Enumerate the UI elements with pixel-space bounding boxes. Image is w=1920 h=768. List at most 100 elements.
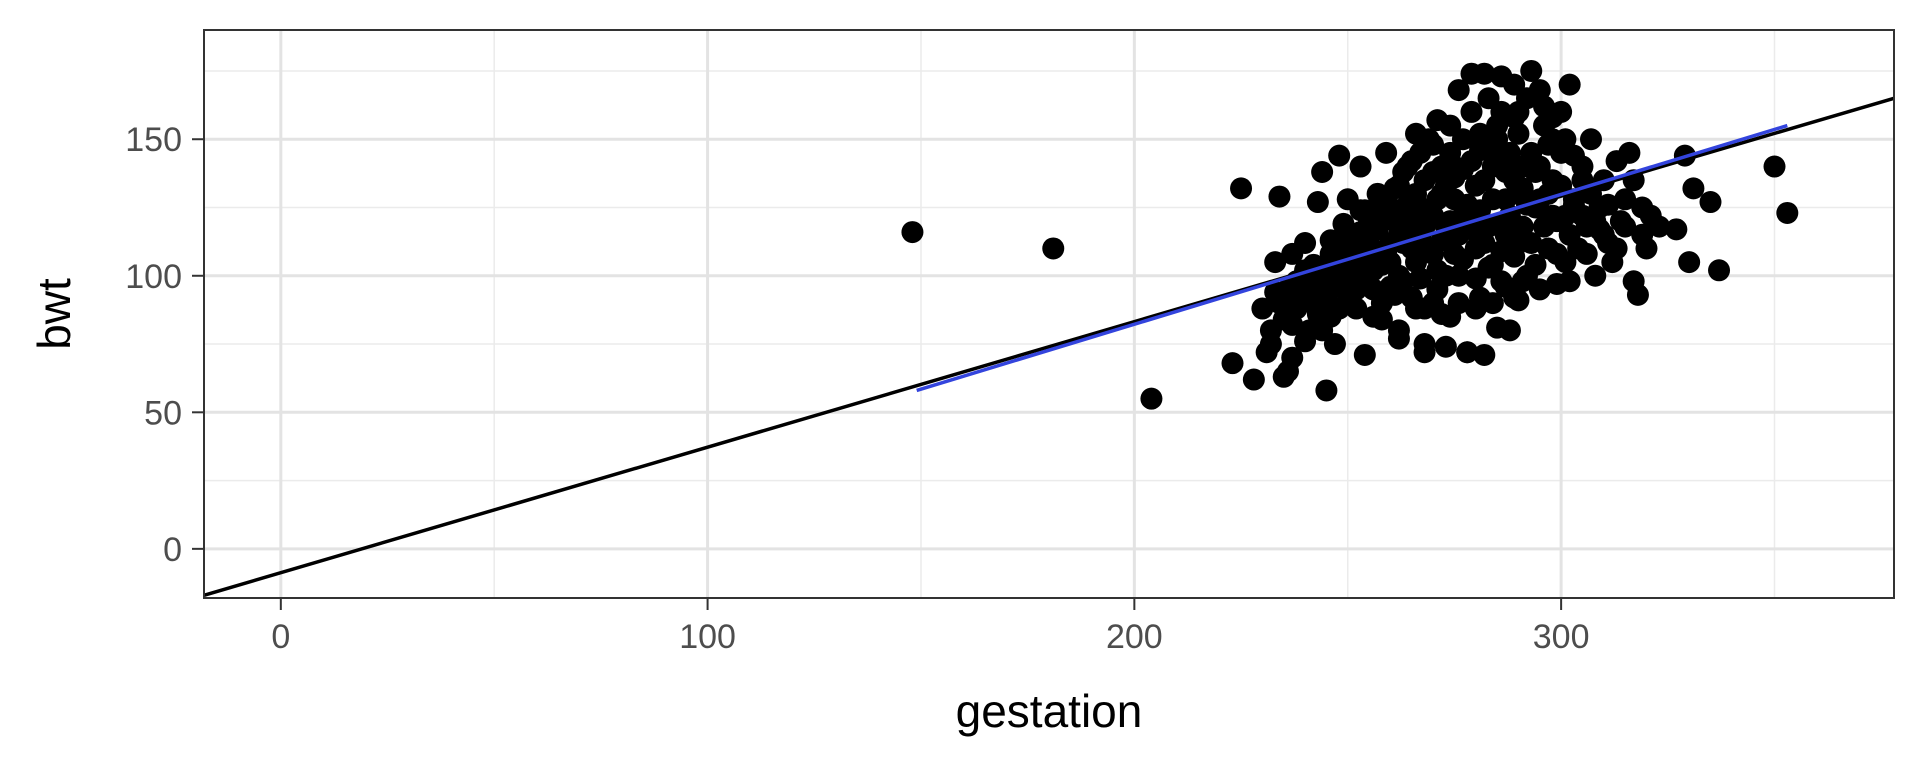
data-point xyxy=(1511,215,1534,238)
data-point xyxy=(1605,237,1628,260)
data-point xyxy=(1341,226,1364,249)
data-point xyxy=(1490,65,1513,88)
data-point xyxy=(1311,319,1334,342)
data-point xyxy=(1434,335,1457,358)
data-point xyxy=(1550,141,1573,164)
fitted-line xyxy=(916,123,1788,393)
data-point xyxy=(1665,218,1688,241)
x-tick-label: 300 xyxy=(1533,618,1590,656)
data-point xyxy=(1631,223,1654,246)
data-point xyxy=(1528,79,1551,102)
data-point xyxy=(901,221,924,244)
data-point xyxy=(1481,292,1504,315)
data-point xyxy=(1272,308,1295,331)
plot-panel xyxy=(204,30,1894,598)
data-point xyxy=(1328,144,1351,167)
data-point xyxy=(1776,201,1799,224)
data-point xyxy=(1379,275,1402,298)
data-point xyxy=(1413,341,1436,364)
data-point xyxy=(1503,106,1526,129)
data-point xyxy=(1456,341,1479,364)
data-point xyxy=(1511,270,1534,293)
data-point xyxy=(1306,191,1329,214)
data-point xyxy=(1545,242,1568,265)
x-axis-title: gestation xyxy=(956,685,1143,737)
y-tick-label: 150 xyxy=(125,121,182,159)
data-point xyxy=(1486,316,1509,339)
y-tick-label: 0 xyxy=(163,531,182,569)
data-point xyxy=(1281,346,1304,369)
data-point xyxy=(1708,259,1731,282)
data-point xyxy=(1409,267,1432,290)
data-point xyxy=(1558,73,1581,96)
data-point xyxy=(1447,79,1470,102)
data-point xyxy=(1648,215,1671,238)
data-point xyxy=(1481,188,1504,211)
data-point xyxy=(1528,155,1551,178)
data-point xyxy=(1614,188,1637,211)
data-point xyxy=(1315,379,1338,402)
data-point xyxy=(1255,341,1278,364)
data-point xyxy=(1405,122,1428,145)
data-point xyxy=(1524,253,1547,276)
data-point xyxy=(1575,242,1598,265)
data-point xyxy=(1353,343,1376,366)
data-point xyxy=(1434,264,1457,287)
data-point xyxy=(1042,237,1065,260)
data-point xyxy=(1626,283,1649,306)
data-point xyxy=(1699,191,1722,214)
data-point xyxy=(1417,207,1440,230)
x-tick-label: 100 xyxy=(679,618,736,656)
data-point xyxy=(1306,275,1329,298)
data-point xyxy=(1494,223,1517,246)
data-point xyxy=(1230,177,1253,200)
data-point xyxy=(1597,193,1620,216)
data-point xyxy=(1375,141,1398,164)
data-point xyxy=(1349,155,1372,178)
data-point xyxy=(1430,303,1453,325)
data-point xyxy=(1409,141,1432,164)
data-point xyxy=(1392,161,1415,183)
data-point xyxy=(1387,327,1410,350)
x-tick-label: 200 xyxy=(1106,618,1163,656)
y-axis-title: bwt xyxy=(28,278,80,350)
axes: 0 100 200 300 0 50 100 150 xyxy=(125,121,1589,656)
data-point xyxy=(1486,144,1509,167)
data-point xyxy=(1614,215,1637,238)
data-point xyxy=(1264,251,1287,274)
x-tick-label: 0 xyxy=(271,618,290,656)
data-point xyxy=(1511,177,1534,200)
data-point xyxy=(1477,87,1500,110)
data-point xyxy=(1682,177,1705,200)
data-point xyxy=(1264,281,1287,304)
data-point xyxy=(1251,297,1274,320)
grid-lines xyxy=(204,30,1894,598)
y-tick-label: 100 xyxy=(125,258,182,296)
data-point xyxy=(1579,128,1602,151)
data-point xyxy=(1678,251,1701,274)
data-point xyxy=(1477,256,1500,279)
data-point xyxy=(1528,278,1551,301)
data-point xyxy=(1763,155,1786,178)
data-point xyxy=(1370,308,1393,331)
data-point xyxy=(1311,161,1334,183)
data-point xyxy=(1460,100,1483,123)
reference-line xyxy=(203,96,1895,597)
data-point xyxy=(1473,232,1496,254)
data-point xyxy=(1464,174,1487,197)
data-point xyxy=(1242,368,1265,391)
data-point xyxy=(1473,62,1496,85)
data-point xyxy=(1140,387,1163,410)
data-point xyxy=(1400,286,1423,309)
data-point xyxy=(1584,264,1607,287)
data-point xyxy=(1545,272,1568,295)
data-point xyxy=(1281,242,1304,265)
data-point xyxy=(1520,232,1543,254)
y-tick-label: 50 xyxy=(144,394,182,432)
data-point xyxy=(1370,253,1393,276)
data-point xyxy=(1486,114,1509,137)
data-point xyxy=(1469,122,1492,145)
data-point xyxy=(1268,185,1291,208)
data-point xyxy=(1405,182,1428,205)
